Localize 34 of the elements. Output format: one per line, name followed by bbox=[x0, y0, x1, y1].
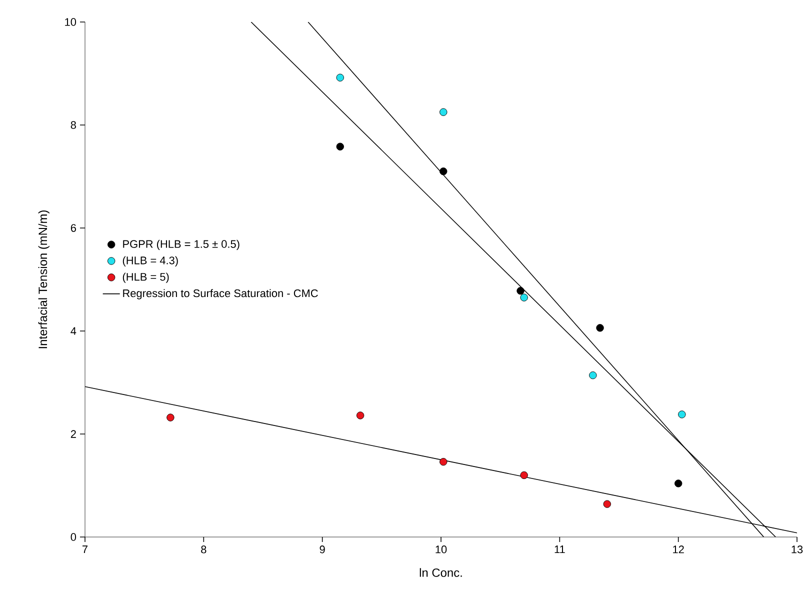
point bbox=[440, 458, 448, 466]
y-tick-label: 6 bbox=[70, 224, 76, 232]
y-tick-label: 8 bbox=[70, 121, 76, 129]
legend-label: (HLB = 5) bbox=[122, 272, 169, 283]
x-tick-label: 7 bbox=[82, 546, 88, 554]
point bbox=[589, 371, 597, 380]
point bbox=[516, 286, 524, 295]
point bbox=[674, 480, 682, 488]
x-tick-label: 11 bbox=[554, 546, 565, 554]
y-tick-label: 2 bbox=[70, 430, 76, 438]
x-tick-label: 9 bbox=[320, 546, 325, 554]
y-tick-label: 10 bbox=[65, 18, 76, 26]
x-tick-label: 13 bbox=[792, 546, 803, 554]
point bbox=[520, 294, 528, 302]
point bbox=[166, 414, 174, 422]
x-axis-title: ln Conc. bbox=[420, 568, 462, 577]
point bbox=[520, 471, 528, 480]
x-tick-label: 10 bbox=[436, 546, 447, 554]
legend-label: (HLB = 4.3) bbox=[122, 256, 178, 266]
y-axis-title: Interfacial Tension (mN/m) bbox=[38, 210, 50, 348]
point bbox=[336, 74, 344, 82]
y-tick-label: 4 bbox=[70, 327, 76, 335]
point bbox=[603, 500, 611, 508]
point bbox=[440, 167, 448, 176]
point bbox=[440, 108, 448, 116]
x-tick-label: 12 bbox=[673, 546, 684, 554]
legend-label: Regression to Surface Saturation - CMC bbox=[123, 289, 318, 300]
point bbox=[596, 324, 604, 332]
point bbox=[356, 412, 364, 420]
y-tick-label: 0 bbox=[70, 533, 76, 541]
x-tick-label: 8 bbox=[201, 546, 206, 554]
point bbox=[678, 410, 686, 418]
legend-label: PGPR (HLB = 1.5 ± 0.5) bbox=[123, 240, 240, 250]
point bbox=[336, 142, 344, 150]
